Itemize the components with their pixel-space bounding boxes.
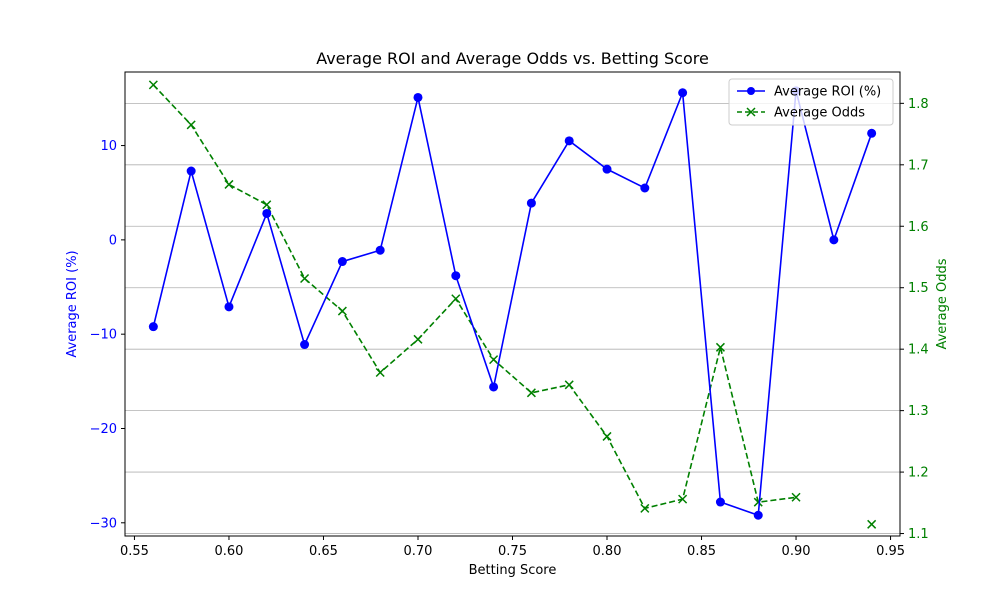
y-left-tick-label: 0 xyxy=(109,233,117,248)
y-axis-right: 1.1 1.2 1.3 1.4 1.5 1.6 1.7 1.8 xyxy=(900,97,929,542)
y-right-tick-label: 1.5 xyxy=(908,281,929,296)
roi-point xyxy=(489,382,499,392)
odds-point xyxy=(791,492,801,502)
odds-point xyxy=(413,334,423,344)
roi-point xyxy=(753,510,763,520)
gridlines xyxy=(125,102,900,534)
y-axis-left: −30 −20 −10 0 10 xyxy=(90,139,125,531)
legend-odds-label: Average Odds xyxy=(774,106,865,121)
y-right-tick-label: 1.8 xyxy=(908,97,929,112)
roi-point xyxy=(867,128,877,138)
roi-point xyxy=(451,271,461,281)
odds-point xyxy=(526,388,536,398)
y-right-tick-label: 1.3 xyxy=(908,404,929,419)
odds-point xyxy=(337,306,347,316)
y-right-tick-label: 1.7 xyxy=(908,158,929,173)
x-tick-label: 0.65 xyxy=(309,544,338,559)
legend-odds-marker xyxy=(746,107,756,117)
odds-point xyxy=(640,503,650,513)
legend-roi-label: Average ROI (%) xyxy=(774,85,881,100)
roi-point xyxy=(678,88,688,98)
legend: Average ROI (%) Average Odds xyxy=(728,78,894,126)
chart-title: Average ROI and Average Odds vs. Betting… xyxy=(316,49,709,68)
x-tick-label: 0.70 xyxy=(404,544,433,559)
x-tick-label: 0.55 xyxy=(120,544,149,559)
y-axis-right-label: Average Odds xyxy=(935,258,950,349)
x-axis-label: Betting Score xyxy=(469,563,557,578)
odds-point xyxy=(375,367,385,378)
x-tick-label: 0.85 xyxy=(687,544,716,559)
roi-point xyxy=(186,166,196,176)
odds-point xyxy=(489,355,499,365)
x-tick-label: 0.60 xyxy=(214,544,243,559)
plot-area xyxy=(148,80,877,529)
y-right-tick-label: 1.1 xyxy=(908,527,929,542)
roi-point xyxy=(224,302,234,312)
roi-series-line xyxy=(152,90,873,517)
odds-point xyxy=(186,120,196,130)
odds-point xyxy=(300,273,310,284)
y-left-tick-label: 10 xyxy=(100,139,117,154)
odds-point xyxy=(564,380,574,390)
odds-point xyxy=(678,494,688,504)
roi-point xyxy=(564,136,574,146)
odds-point xyxy=(451,294,461,304)
roi-point xyxy=(262,208,272,218)
odds-point xyxy=(148,80,158,90)
y-right-tick-label: 1.6 xyxy=(908,220,929,235)
x-tick-label: 0.75 xyxy=(498,544,527,559)
odds-point xyxy=(753,497,763,507)
y-left-tick-label: −30 xyxy=(90,516,117,531)
roi-point xyxy=(148,322,158,332)
y-left-tick-label: −10 xyxy=(90,328,117,343)
legend-roi-marker xyxy=(747,87,755,95)
y-right-tick-label: 1.2 xyxy=(908,466,929,481)
y-left-tick-label: −20 xyxy=(90,422,117,437)
roi-point xyxy=(829,235,839,245)
x-tick-label: 0.90 xyxy=(782,544,811,559)
roi-point xyxy=(375,245,385,255)
odds-point xyxy=(224,179,234,189)
roi-point xyxy=(602,164,612,174)
odds-point xyxy=(715,342,725,352)
y-right-tick-label: 1.4 xyxy=(908,343,929,358)
odds-point xyxy=(867,519,877,529)
roi-point xyxy=(715,497,725,507)
roi-point xyxy=(337,257,347,267)
odds-point xyxy=(262,200,272,210)
legend-box xyxy=(728,78,894,126)
roi-point xyxy=(526,198,536,208)
y-axis-left-label: Average ROI (%) xyxy=(65,250,80,357)
x-axis: 0.55 0.60 0.65 0.70 0.75 0.80 0.85 0.90 0.95 xyxy=(120,536,905,559)
roi-point xyxy=(413,92,423,102)
odds-point xyxy=(602,431,612,441)
roi-point xyxy=(300,340,310,350)
x-tick-label: 0.95 xyxy=(876,544,905,559)
x-tick-label: 0.80 xyxy=(593,544,622,559)
roi-point xyxy=(640,183,650,193)
